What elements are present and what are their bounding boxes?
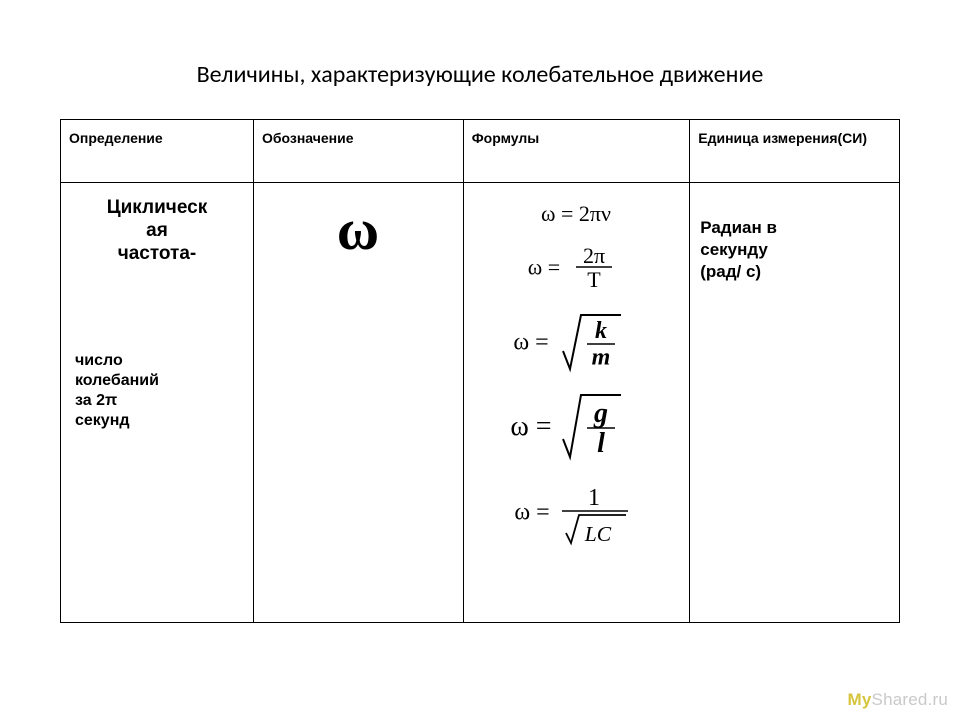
watermark: MyShared.ru xyxy=(848,690,949,710)
svg-text:LC: LC xyxy=(584,522,612,546)
th-formulas: Формулы xyxy=(463,120,690,183)
table-header-row: Определение Обозначение Формулы Единица … xyxy=(61,120,900,183)
svg-text:g: g xyxy=(593,398,608,429)
omega-icon: ω xyxy=(318,203,398,263)
svg-text:k: k xyxy=(595,318,607,344)
th-definition: Определение xyxy=(61,120,254,183)
svg-text:m: m xyxy=(592,344,611,370)
formula-simple: ω = 2πν xyxy=(516,197,636,227)
svg-text:l: l xyxy=(598,428,606,459)
cell-formulas: ω = 2πν ω = 2πTω = km ω = gl ω = 1 LC xyxy=(463,183,690,623)
cell-unit: Радиан всекунду(рад/ с) xyxy=(690,183,900,623)
watermark-rest: Shared.ru xyxy=(872,690,948,709)
unit-text: Радиан всекунду(рад/ с) xyxy=(700,197,889,283)
svg-text:ω =: ω = xyxy=(511,411,552,442)
definition-main: Циклическаячастота- xyxy=(71,197,243,265)
svg-text:ω =: ω = xyxy=(528,255,560,280)
svg-text:ω = 2πν: ω = 2πν xyxy=(541,201,611,226)
symbol-omega: ω xyxy=(264,197,453,268)
formula-one_over_sqrt: ω = 1 LC xyxy=(506,475,646,547)
table-row: Циклическаячастота- числоколебанийза 2πс… xyxy=(61,183,900,623)
formulas-list: ω = 2πν ω = 2πTω = km ω = gl ω = 1 LC xyxy=(474,197,680,547)
svg-text:ω =: ω = xyxy=(514,329,549,355)
formula-fraction: ω = 2πT xyxy=(516,239,636,295)
formula-sqrt_fraction: ω = km xyxy=(501,307,651,375)
cell-symbol: ω xyxy=(253,183,463,623)
th-unit: Единица измерения(СИ) xyxy=(690,120,900,183)
formula-sqrt_fraction: ω = gl xyxy=(501,387,651,463)
slide-page: Величины, характеризующие колебательное … xyxy=(0,0,960,643)
svg-text:1: 1 xyxy=(588,485,600,511)
th-symbol: Обозначение xyxy=(253,120,463,183)
watermark-prefix: My xyxy=(848,690,872,709)
svg-text:T: T xyxy=(588,267,602,292)
cell-definition: Циклическаячастота- числоколебанийза 2πс… xyxy=(61,183,254,623)
physics-table: Определение Обозначение Формулы Единица … xyxy=(60,119,900,623)
svg-text:ω =: ω = xyxy=(515,499,550,525)
page-title: Величины, характеризующие колебательное … xyxy=(60,60,900,89)
definition-sub: числоколебанийза 2πсекунд xyxy=(71,351,243,431)
svg-text:ω: ω xyxy=(337,203,379,262)
svg-text:2π: 2π xyxy=(583,243,605,268)
